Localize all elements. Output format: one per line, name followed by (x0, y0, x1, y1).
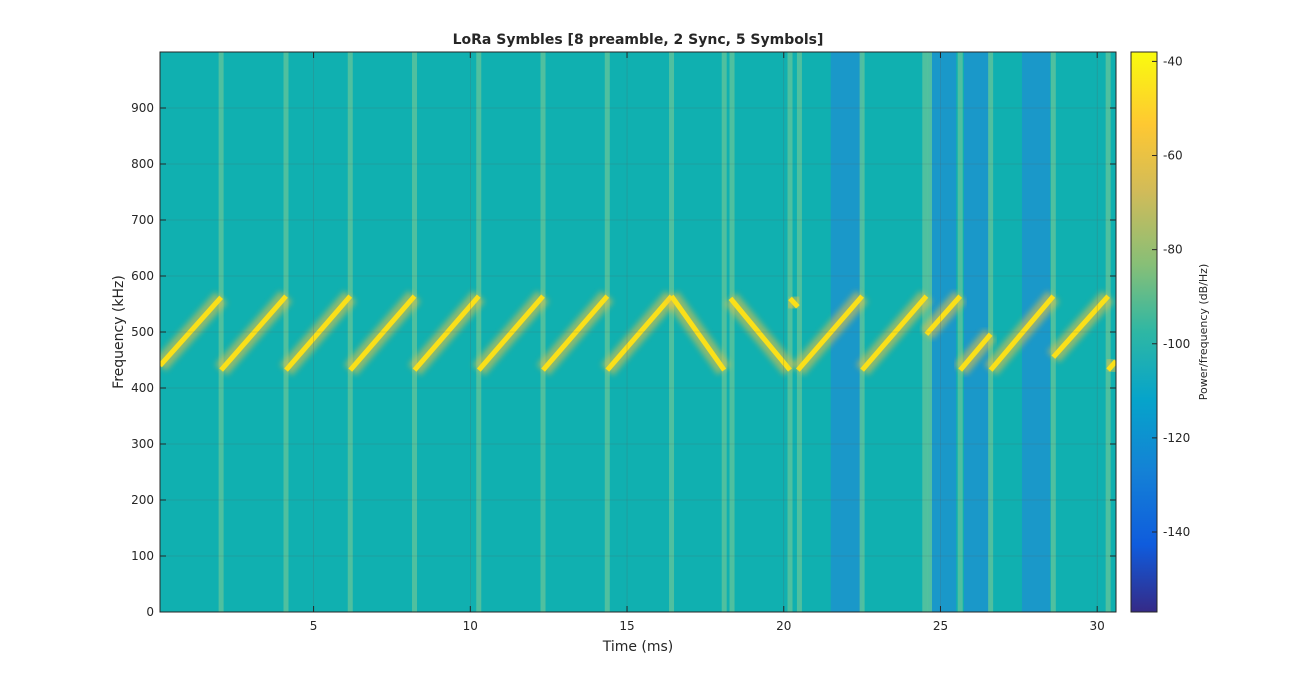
colorbar-tick-label: -60 (1163, 149, 1183, 163)
transient-line (729, 52, 735, 612)
y-tick-label: 100 (131, 549, 154, 563)
transient-line (476, 52, 482, 612)
chirp-segment (1106, 359, 1116, 372)
chirp-segment (160, 295, 223, 368)
y-tick-label: 700 (131, 213, 154, 227)
chirp-segment (284, 294, 353, 372)
transient-line (604, 52, 610, 612)
y-tick-label: 600 (131, 269, 154, 283)
chirp-segment (728, 296, 792, 372)
chirp-segment (924, 294, 963, 336)
x-tick-label: 15 (619, 619, 634, 633)
plot-area (159, 51, 1117, 613)
transient-line (721, 52, 727, 612)
colorbar-tick-label: -100 (1163, 337, 1190, 351)
y-axis-label: Frequency (kHz) (111, 275, 127, 389)
colorbar-label: Power/frequency (dB/Hz) (1197, 264, 1210, 401)
transient-line (218, 52, 224, 612)
y-tick-label: 800 (131, 157, 154, 171)
x-tick-label: 5 (310, 619, 318, 633)
chirp-segment (1051, 294, 1111, 359)
transient-line (859, 52, 865, 612)
colorbar: -140 -120 -100 -80 -60 -40 Power/frequency (d… (1130, 51, 1210, 613)
colorbar-tick-label: -120 (1163, 431, 1190, 445)
chart-title: LoRa Symbles [8 preamble, 2 Sync, 5 Symb… (453, 32, 824, 48)
transient-line (1050, 52, 1056, 612)
chirp-segment (605, 294, 674, 372)
chirp-segment (788, 296, 800, 309)
transient-line (796, 52, 802, 612)
y-tick-label: 200 (131, 493, 154, 507)
transient-line (412, 52, 418, 612)
chirp-segment (219, 294, 288, 372)
transient-line (283, 52, 289, 612)
colorbar-tick-label: -80 (1163, 243, 1183, 257)
transient-line (957, 52, 963, 612)
x-tick-label: 20 (776, 619, 791, 633)
x-tick-label: 30 (1090, 619, 1105, 633)
colorbar-tick-label: -40 (1163, 54, 1183, 68)
transient-line (347, 52, 353, 612)
y-tick-label: 0 (146, 605, 154, 619)
y-tick-label: 500 (131, 325, 154, 339)
y-tick-label: 400 (131, 381, 154, 395)
transient-line (787, 52, 793, 612)
chirp-segment (958, 332, 993, 372)
transient-line (540, 52, 546, 612)
chirp-segment (860, 294, 929, 372)
transient-line (669, 52, 675, 612)
x-tick-label: 25 (933, 619, 948, 633)
chirp-segment (669, 294, 727, 372)
chirp-segment (348, 294, 417, 372)
transient-line (988, 52, 994, 612)
x-tick-label: 10 (463, 619, 478, 633)
y-tick-label: 900 (131, 101, 154, 115)
chirp-segment (412, 294, 481, 372)
colorbar-gradient (1130, 51, 1158, 613)
transient-line (1105, 52, 1111, 612)
y-tick-label: 300 (131, 437, 154, 451)
x-axis-label: Time (ms) (602, 639, 674, 655)
chirp-segment (476, 294, 545, 372)
chirp-segment (541, 294, 610, 372)
colorbar-tick-label: -140 (1163, 525, 1190, 539)
chirp-segment (795, 294, 864, 372)
chirp-segment (988, 294, 1056, 372)
